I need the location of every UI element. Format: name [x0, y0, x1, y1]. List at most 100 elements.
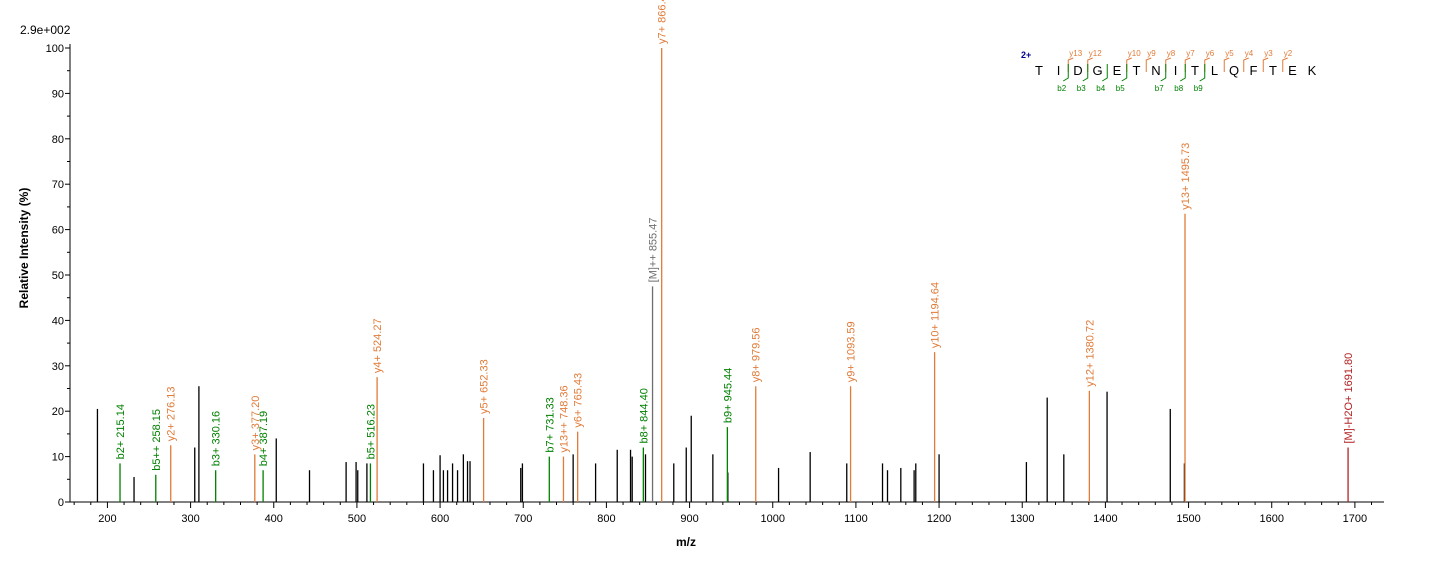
y-tick-label: 30 [52, 361, 64, 373]
y-tick-label: 60 [52, 225, 64, 237]
x-tick-label: 1600 [1259, 513, 1283, 525]
charge-label: 2+ [1021, 50, 1031, 60]
peak-label: b8+ 844.40 [638, 388, 650, 443]
x-tick-label: 900 [680, 513, 698, 525]
peak-label: b4+ 387.19 [258, 411, 270, 466]
residue: T [1133, 63, 1141, 78]
y-tick-label: 80 [52, 134, 64, 146]
residue: T [1269, 63, 1277, 78]
y-ion-label: y9 [1147, 49, 1156, 58]
y-tick-label: 20 [52, 406, 64, 418]
y-ion-bracket [1204, 57, 1210, 72]
residue: I [1057, 63, 1061, 78]
y-ion-bracket [1223, 57, 1230, 72]
b-ion-bracket [1121, 64, 1128, 82]
y-ion-bracket [1165, 57, 1171, 72]
y-axis-label: Relative Intensity (%) [17, 188, 31, 309]
b-ion-label: b2 [1057, 84, 1066, 93]
peak-label: [M]++ 855.47 [648, 218, 660, 283]
residue: L [1211, 63, 1218, 78]
peak-label: y13++ 748.36 [558, 385, 570, 452]
peak-label: b5++ 258.15 [151, 409, 163, 471]
x-tick-label: 800 [597, 513, 615, 525]
residue: E [1288, 63, 1297, 78]
y-tick-label: 40 [52, 315, 64, 327]
y-tick-label: 70 [52, 179, 64, 191]
x-tick-label: 400 [265, 513, 283, 525]
peak-label: b2+ 215.14 [115, 404, 127, 459]
peak-label: y9+ 1093.59 [846, 321, 858, 382]
residue: D [1073, 63, 1082, 78]
b-ion-bracket [1082, 64, 1089, 82]
residue: T [1035, 63, 1043, 78]
x-tick-label: 700 [514, 513, 532, 525]
b-ion-label: b4 [1096, 84, 1105, 93]
chart-peaks [96, 48, 1349, 502]
b-ion-bracket [1179, 64, 1186, 82]
peak-label: y4+ 524.27 [372, 318, 384, 373]
peak-label: [M]-H2O+ 1691.80 [1343, 353, 1355, 444]
residue: K [1308, 63, 1317, 78]
peak-label: y8+ 979.56 [751, 327, 763, 382]
y-ion-bracket [1262, 57, 1269, 72]
y-ion-bracket [1145, 57, 1152, 72]
x-tick-label: 1200 [927, 513, 951, 525]
peak-label: y13+ 1495.73 [1180, 143, 1192, 210]
y-tick-label: 50 [52, 270, 64, 282]
y-tick-label: 100 [46, 43, 64, 55]
x-tick-label: 1500 [1176, 513, 1200, 525]
y-ion-label: y8 [1167, 49, 1176, 58]
x-axis-label: m/z [676, 535, 696, 549]
residue: I [1174, 63, 1178, 78]
y-ion-label: y12 [1089, 49, 1102, 58]
residue: F [1250, 63, 1258, 78]
peak-label: y12+ 1380.72 [1084, 320, 1096, 387]
x-tick-label: 1700 [1343, 513, 1367, 525]
peak-label: y6+ 765.43 [573, 373, 585, 428]
peak-label: y7+ 866.46 [657, 0, 669, 44]
b-ion-label: b9 [1194, 84, 1203, 93]
y-ion-bracket [1282, 57, 1288, 72]
peak-label: y2+ 276.13 [166, 387, 178, 442]
b-ion-bracket [1199, 64, 1206, 82]
x-tick-label: 1100 [844, 513, 868, 525]
b-ion-label: b7 [1155, 84, 1164, 93]
intensity-scale-label: 2.9e+002 [20, 23, 71, 37]
b-ion-label: b5 [1116, 84, 1125, 93]
peak-label: y3+ 377.20 [250, 396, 262, 451]
x-tick-label: 1400 [1093, 513, 1117, 525]
x-tick-label: 1000 [760, 513, 784, 525]
chart-peak-labels: b2+ 215.14 b5++ 258.15 y2+ 276.13 b3+ 330.1… [115, 0, 1355, 471]
y-ion-label: y10 [1128, 49, 1141, 58]
b-ion-bracket [1062, 64, 1069, 82]
y-ion-label: y3 [1264, 49, 1273, 58]
y-ion-label: y5 [1225, 49, 1234, 58]
y-tick-label: 90 [52, 88, 64, 100]
peak-label: y10+ 1194.64 [930, 282, 942, 348]
residue: T [1191, 63, 1199, 78]
y-ion-label: y7 [1186, 49, 1195, 58]
residue: G [1092, 63, 1102, 78]
y-ion-label: y13 [1069, 49, 1082, 58]
residue: N [1151, 63, 1160, 78]
y-ion-label: y4 [1245, 49, 1254, 58]
x-tick-label: 600 [431, 513, 449, 525]
y-tick-label: 10 [52, 452, 64, 464]
y-ion-bracket [1126, 57, 1132, 72]
b-ion-label: b3 [1077, 84, 1086, 93]
peak-label: b5+ 516.23 [365, 404, 377, 459]
y-ion-bracket [1184, 57, 1191, 72]
x-tick-label: 300 [181, 513, 199, 525]
peak-label: y5+ 652.33 [479, 359, 491, 414]
b-ion-label: b8 [1174, 84, 1183, 93]
residue: E [1113, 63, 1122, 78]
residue: Q [1229, 63, 1239, 78]
x-tick-label: 500 [348, 513, 366, 525]
b-ion-bracket [1101, 64, 1108, 82]
y-ion-label: y6 [1206, 49, 1215, 58]
x-tick-label: 200 [98, 513, 116, 525]
y-tick-label: 0 [58, 497, 64, 509]
chart-axes: 0 10 20 30 40 50 60 70 80 90 100 200 300 400 500 600 700… [46, 43, 1384, 525]
y-ion-label: y2 [1284, 49, 1293, 58]
